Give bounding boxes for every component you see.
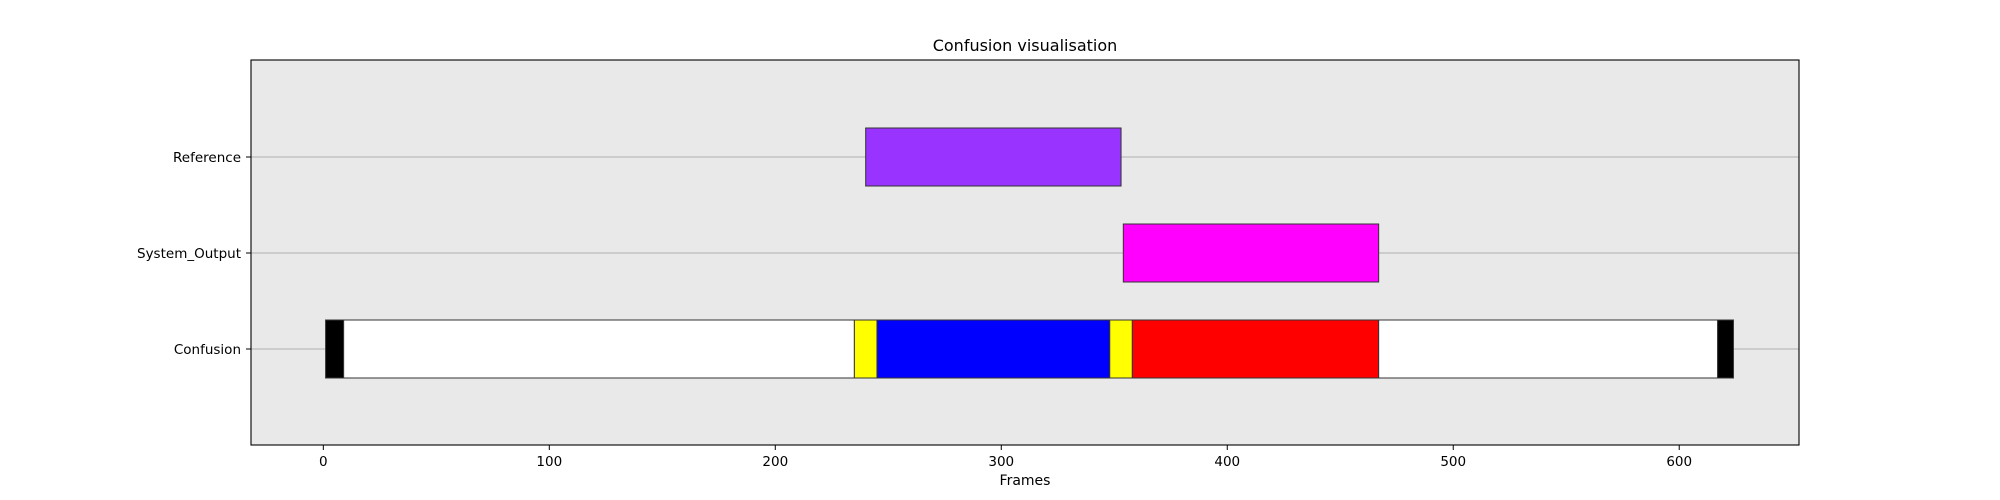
bar-segment-confusion-6 xyxy=(1378,319,1719,379)
x-tick-label-600: 600 xyxy=(1666,454,1692,470)
x-tick-label-300: 300 xyxy=(988,454,1014,470)
bar-segment-confusion-5 xyxy=(1131,319,1380,379)
bar-segment-confusion-1 xyxy=(343,319,855,379)
y-tick-label-system-output: System_Output xyxy=(137,246,241,262)
x-tick-label-200: 200 xyxy=(762,454,788,470)
chart-title: Confusion visualisation xyxy=(933,36,1118,55)
bar-segment-confusion-0 xyxy=(325,319,345,379)
bar-segment-confusion-3 xyxy=(876,319,1111,379)
bar-segment-confusion-4 xyxy=(1109,319,1133,379)
y-tick-label-confusion: Confusion xyxy=(174,342,241,358)
bar-segment-confusion-7 xyxy=(1717,319,1734,379)
bar-segment-reference-0 xyxy=(865,127,1122,187)
x-tick-label-0: 0 xyxy=(319,454,328,470)
bar-segment-system-output-0 xyxy=(1122,223,1380,283)
x-tick-label-500: 500 xyxy=(1440,454,1466,470)
x-tick-label-100: 100 xyxy=(536,454,562,470)
x-axis-label: Frames xyxy=(1000,473,1051,489)
bars xyxy=(325,127,1734,379)
y-tick-label-reference: Reference xyxy=(173,150,241,166)
x-axis: 0 100 200 300 400 500 600 xyxy=(319,445,1692,470)
y-axis: Reference System_Output Confusion xyxy=(137,150,251,358)
x-tick-label-400: 400 xyxy=(1214,454,1240,470)
bar-segment-confusion-2 xyxy=(853,319,878,379)
